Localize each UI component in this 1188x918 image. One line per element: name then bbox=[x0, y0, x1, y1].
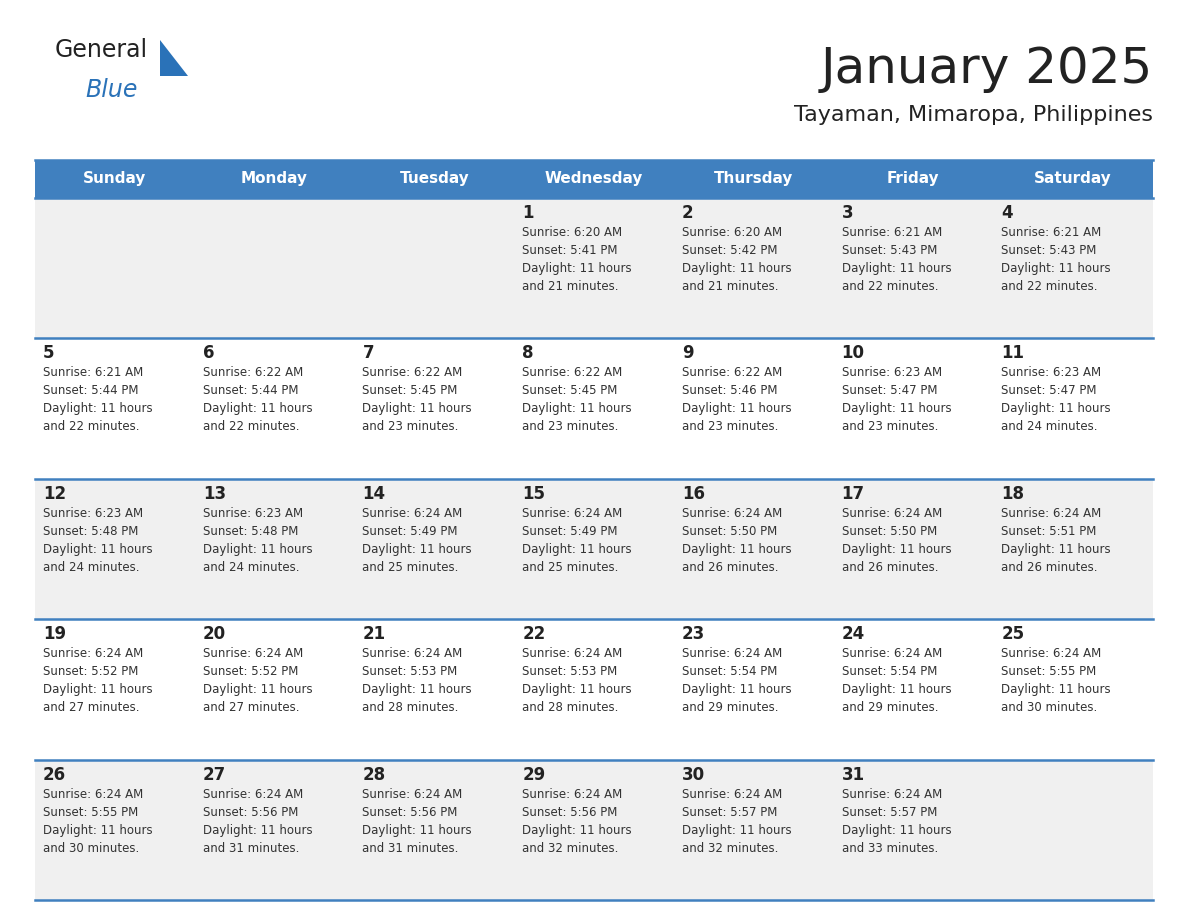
Text: Sunrise: 6:22 AM
Sunset: 5:44 PM
Daylight: 11 hours
and 22 minutes.: Sunrise: 6:22 AM Sunset: 5:44 PM Dayligh… bbox=[203, 366, 312, 433]
Text: 14: 14 bbox=[362, 485, 386, 503]
Text: Sunrise: 6:24 AM
Sunset: 5:49 PM
Daylight: 11 hours
and 25 minutes.: Sunrise: 6:24 AM Sunset: 5:49 PM Dayligh… bbox=[523, 507, 632, 574]
Text: Sunrise: 6:22 AM
Sunset: 5:45 PM
Daylight: 11 hours
and 23 minutes.: Sunrise: 6:22 AM Sunset: 5:45 PM Dayligh… bbox=[523, 366, 632, 433]
Text: Sunrise: 6:24 AM
Sunset: 5:52 PM
Daylight: 11 hours
and 27 minutes.: Sunrise: 6:24 AM Sunset: 5:52 PM Dayligh… bbox=[43, 647, 152, 714]
Bar bbox=[195, 160, 354, 198]
Text: Sunrise: 6:24 AM
Sunset: 5:49 PM
Daylight: 11 hours
and 25 minutes.: Sunrise: 6:24 AM Sunset: 5:49 PM Dayligh… bbox=[362, 507, 472, 574]
Text: Sunrise: 6:24 AM
Sunset: 5:54 PM
Daylight: 11 hours
and 29 minutes.: Sunrise: 6:24 AM Sunset: 5:54 PM Dayligh… bbox=[841, 647, 952, 714]
Bar bbox=[34, 160, 195, 198]
Bar bbox=[34, 479, 1154, 620]
Text: 18: 18 bbox=[1001, 485, 1024, 503]
Text: Sunrise: 6:24 AM
Sunset: 5:51 PM
Daylight: 11 hours
and 26 minutes.: Sunrise: 6:24 AM Sunset: 5:51 PM Dayligh… bbox=[1001, 507, 1111, 574]
Bar bbox=[34, 620, 1154, 759]
Text: Sunrise: 6:22 AM
Sunset: 5:45 PM
Daylight: 11 hours
and 23 minutes.: Sunrise: 6:22 AM Sunset: 5:45 PM Dayligh… bbox=[362, 366, 472, 433]
Text: 23: 23 bbox=[682, 625, 706, 644]
Text: Sunrise: 6:24 AM
Sunset: 5:52 PM
Daylight: 11 hours
and 27 minutes.: Sunrise: 6:24 AM Sunset: 5:52 PM Dayligh… bbox=[203, 647, 312, 714]
Text: 20: 20 bbox=[203, 625, 226, 644]
Text: Sunrise: 6:23 AM
Sunset: 5:47 PM
Daylight: 11 hours
and 24 minutes.: Sunrise: 6:23 AM Sunset: 5:47 PM Dayligh… bbox=[1001, 366, 1111, 433]
Text: Sunrise: 6:23 AM
Sunset: 5:47 PM
Daylight: 11 hours
and 23 minutes.: Sunrise: 6:23 AM Sunset: 5:47 PM Dayligh… bbox=[841, 366, 952, 433]
Bar bbox=[674, 160, 834, 198]
Text: 5: 5 bbox=[43, 344, 55, 363]
Text: Sunrise: 6:24 AM
Sunset: 5:53 PM
Daylight: 11 hours
and 28 minutes.: Sunrise: 6:24 AM Sunset: 5:53 PM Dayligh… bbox=[523, 647, 632, 714]
Text: 16: 16 bbox=[682, 485, 704, 503]
Text: 11: 11 bbox=[1001, 344, 1024, 363]
Text: Sunrise: 6:24 AM
Sunset: 5:55 PM
Daylight: 11 hours
and 30 minutes.: Sunrise: 6:24 AM Sunset: 5:55 PM Dayligh… bbox=[1001, 647, 1111, 714]
Text: 12: 12 bbox=[43, 485, 67, 503]
Text: 7: 7 bbox=[362, 344, 374, 363]
Text: Sunday: Sunday bbox=[83, 172, 146, 186]
Text: 22: 22 bbox=[523, 625, 545, 644]
Text: Sunrise: 6:22 AM
Sunset: 5:46 PM
Daylight: 11 hours
and 23 minutes.: Sunrise: 6:22 AM Sunset: 5:46 PM Dayligh… bbox=[682, 366, 791, 433]
Text: Sunrise: 6:24 AM
Sunset: 5:53 PM
Daylight: 11 hours
and 28 minutes.: Sunrise: 6:24 AM Sunset: 5:53 PM Dayligh… bbox=[362, 647, 472, 714]
Text: 17: 17 bbox=[841, 485, 865, 503]
Text: Sunrise: 6:21 AM
Sunset: 5:43 PM
Daylight: 11 hours
and 22 minutes.: Sunrise: 6:21 AM Sunset: 5:43 PM Dayligh… bbox=[841, 226, 952, 293]
Bar bbox=[34, 339, 1154, 479]
Text: Saturday: Saturday bbox=[1035, 172, 1112, 186]
Text: 13: 13 bbox=[203, 485, 226, 503]
Text: Sunrise: 6:24 AM
Sunset: 5:56 PM
Daylight: 11 hours
and 31 minutes.: Sunrise: 6:24 AM Sunset: 5:56 PM Dayligh… bbox=[203, 788, 312, 855]
Text: General: General bbox=[55, 38, 148, 62]
Bar bbox=[34, 198, 1154, 339]
Text: 8: 8 bbox=[523, 344, 533, 363]
Text: Sunrise: 6:20 AM
Sunset: 5:42 PM
Daylight: 11 hours
and 21 minutes.: Sunrise: 6:20 AM Sunset: 5:42 PM Dayligh… bbox=[682, 226, 791, 293]
Text: Sunrise: 6:24 AM
Sunset: 5:50 PM
Daylight: 11 hours
and 26 minutes.: Sunrise: 6:24 AM Sunset: 5:50 PM Dayligh… bbox=[841, 507, 952, 574]
Text: 30: 30 bbox=[682, 766, 704, 784]
Text: Sunrise: 6:23 AM
Sunset: 5:48 PM
Daylight: 11 hours
and 24 minutes.: Sunrise: 6:23 AM Sunset: 5:48 PM Dayligh… bbox=[203, 507, 312, 574]
Bar bbox=[514, 160, 674, 198]
Text: 28: 28 bbox=[362, 766, 386, 784]
Text: Blue: Blue bbox=[86, 78, 138, 102]
Text: 4: 4 bbox=[1001, 204, 1013, 222]
Text: 26: 26 bbox=[43, 766, 67, 784]
Bar bbox=[993, 160, 1154, 198]
Text: Tuesday: Tuesday bbox=[399, 172, 469, 186]
Text: Sunrise: 6:24 AM
Sunset: 5:55 PM
Daylight: 11 hours
and 30 minutes.: Sunrise: 6:24 AM Sunset: 5:55 PM Dayligh… bbox=[43, 788, 152, 855]
Text: 15: 15 bbox=[523, 485, 545, 503]
Text: Sunrise: 6:23 AM
Sunset: 5:48 PM
Daylight: 11 hours
and 24 minutes.: Sunrise: 6:23 AM Sunset: 5:48 PM Dayligh… bbox=[43, 507, 152, 574]
Text: 2: 2 bbox=[682, 204, 694, 222]
Bar bbox=[34, 759, 1154, 900]
Bar bbox=[834, 160, 993, 198]
Text: Sunrise: 6:21 AM
Sunset: 5:43 PM
Daylight: 11 hours
and 22 minutes.: Sunrise: 6:21 AM Sunset: 5:43 PM Dayligh… bbox=[1001, 226, 1111, 293]
Text: Tayaman, Mimaropa, Philippines: Tayaman, Mimaropa, Philippines bbox=[794, 105, 1154, 125]
Text: Thursday: Thursday bbox=[714, 172, 794, 186]
Text: 21: 21 bbox=[362, 625, 386, 644]
Text: 27: 27 bbox=[203, 766, 226, 784]
Bar bbox=[354, 160, 514, 198]
Text: 29: 29 bbox=[523, 766, 545, 784]
Text: Sunrise: 6:21 AM
Sunset: 5:44 PM
Daylight: 11 hours
and 22 minutes.: Sunrise: 6:21 AM Sunset: 5:44 PM Dayligh… bbox=[43, 366, 152, 433]
Text: Sunrise: 6:24 AM
Sunset: 5:56 PM
Daylight: 11 hours
and 32 minutes.: Sunrise: 6:24 AM Sunset: 5:56 PM Dayligh… bbox=[523, 788, 632, 855]
Text: 31: 31 bbox=[841, 766, 865, 784]
Text: 19: 19 bbox=[43, 625, 67, 644]
Text: 25: 25 bbox=[1001, 625, 1024, 644]
Text: January 2025: January 2025 bbox=[821, 45, 1154, 93]
Text: Wednesday: Wednesday bbox=[545, 172, 643, 186]
Text: Sunrise: 6:24 AM
Sunset: 5:56 PM
Daylight: 11 hours
and 31 minutes.: Sunrise: 6:24 AM Sunset: 5:56 PM Dayligh… bbox=[362, 788, 472, 855]
Text: Friday: Friday bbox=[887, 172, 940, 186]
Text: 24: 24 bbox=[841, 625, 865, 644]
Polygon shape bbox=[160, 40, 188, 76]
Text: 10: 10 bbox=[841, 344, 865, 363]
Text: Sunrise: 6:24 AM
Sunset: 5:57 PM
Daylight: 11 hours
and 33 minutes.: Sunrise: 6:24 AM Sunset: 5:57 PM Dayligh… bbox=[841, 788, 952, 855]
Text: Sunrise: 6:20 AM
Sunset: 5:41 PM
Daylight: 11 hours
and 21 minutes.: Sunrise: 6:20 AM Sunset: 5:41 PM Dayligh… bbox=[523, 226, 632, 293]
Text: Sunrise: 6:24 AM
Sunset: 5:57 PM
Daylight: 11 hours
and 32 minutes.: Sunrise: 6:24 AM Sunset: 5:57 PM Dayligh… bbox=[682, 788, 791, 855]
Text: 1: 1 bbox=[523, 204, 533, 222]
Text: Monday: Monday bbox=[241, 172, 308, 186]
Text: Sunrise: 6:24 AM
Sunset: 5:54 PM
Daylight: 11 hours
and 29 minutes.: Sunrise: 6:24 AM Sunset: 5:54 PM Dayligh… bbox=[682, 647, 791, 714]
Text: 9: 9 bbox=[682, 344, 694, 363]
Text: 3: 3 bbox=[841, 204, 853, 222]
Text: 6: 6 bbox=[203, 344, 214, 363]
Text: Sunrise: 6:24 AM
Sunset: 5:50 PM
Daylight: 11 hours
and 26 minutes.: Sunrise: 6:24 AM Sunset: 5:50 PM Dayligh… bbox=[682, 507, 791, 574]
